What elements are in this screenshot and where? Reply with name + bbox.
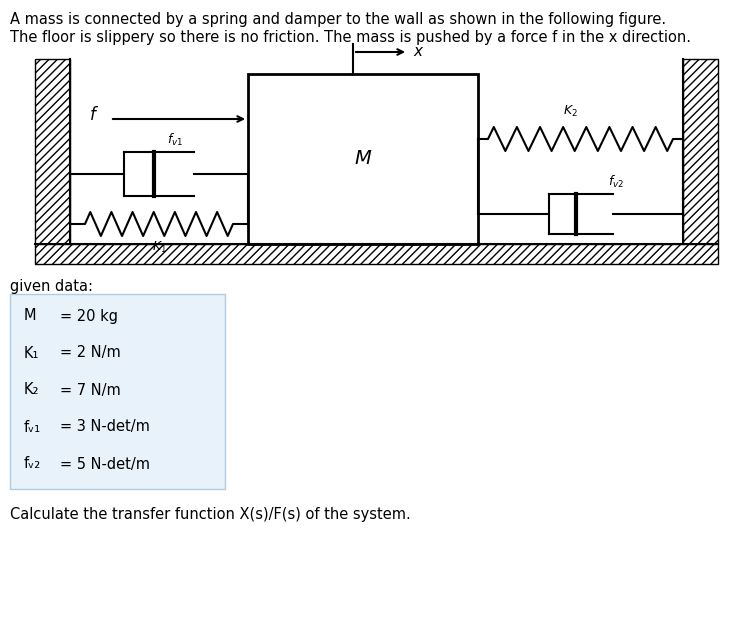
Text: = 2 N/m: = 2 N/m (60, 345, 121, 360)
Bar (35, 59, 70, 244)
Text: $K_1$: $K_1$ (152, 240, 166, 255)
Text: Calculate the transfer function X(s)/F(s) of the system.: Calculate the transfer function X(s)/F(s… (10, 507, 411, 522)
Text: = 5 N-det/m: = 5 N-det/m (60, 457, 150, 472)
Text: $f_{v1}$: $f_{v1}$ (167, 132, 183, 148)
Text: = 20 kg: = 20 kg (60, 308, 118, 323)
Text: fᵥ₂: fᵥ₂ (24, 457, 42, 472)
Text: K₁: K₁ (24, 345, 39, 360)
Text: fᵥ₁: fᵥ₁ (24, 420, 41, 435)
Text: $f_{v2}$: $f_{v2}$ (608, 174, 624, 190)
Text: = 7 N/m: = 7 N/m (60, 382, 121, 398)
Text: The floor is slippery so there is no friction. The mass is pushed by a force f i: The floor is slippery so there is no fri… (10, 30, 691, 45)
Text: f: f (90, 106, 96, 124)
Bar (35, 244, 718, 264)
Text: A mass is connected by a spring and damper to the wall as shown in the following: A mass is connected by a spring and damp… (10, 12, 666, 27)
Text: given data:: given data: (10, 279, 93, 294)
Text: K₂: K₂ (24, 382, 39, 398)
Text: M: M (355, 150, 371, 169)
Bar (683, 59, 718, 244)
Text: = 3 N-det/m: = 3 N-det/m (60, 420, 150, 435)
Bar (10, 294, 225, 489)
Text: M: M (24, 308, 36, 323)
Text: x: x (413, 45, 422, 60)
Bar (248, 74, 478, 244)
Text: $K_2$: $K_2$ (563, 104, 578, 119)
